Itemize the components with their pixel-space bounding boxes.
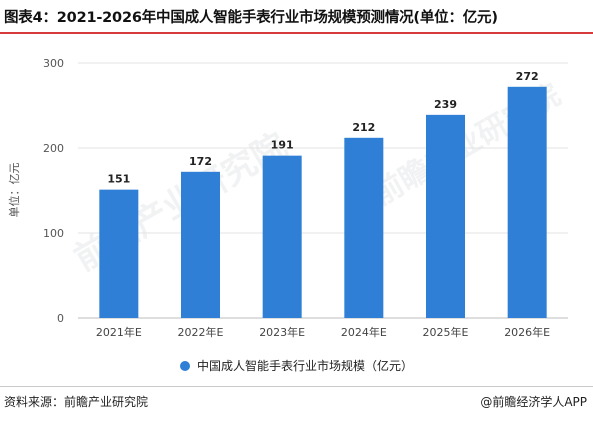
title-divider	[0, 32, 593, 34]
legend-marker	[179, 361, 190, 371]
chart-title: 图表4：2021-2026年中国成人智能手表行业市场规模预测情况(单位：亿元)	[4, 10, 498, 26]
x-tick-label: 2026年E	[504, 325, 550, 339]
data-label: 172	[189, 155, 212, 168]
data-label: 191	[271, 139, 294, 152]
bar	[99, 189, 139, 318]
y-tick-label: 100	[43, 227, 64, 240]
data-label: 212	[352, 121, 375, 134]
x-tick-label: 2023年E	[259, 325, 305, 339]
y-tick-label: 200	[43, 142, 64, 155]
data-label: 151	[107, 173, 130, 186]
legend-label: 中国成人智能手表行业市场规模（亿元）	[196, 359, 413, 373]
bar	[181, 171, 220, 318]
legend: 中国成人智能手表行业市场规模（亿元）	[0, 357, 593, 374]
bar	[344, 137, 384, 318]
x-tick-label: 2021年E	[96, 325, 142, 339]
bar-chart: 0 100 200 300 151 2021年E 172 2022年E 191 2023年E 212…	[43, 57, 568, 339]
bar	[507, 86, 547, 318]
y-tick-label: 300	[43, 57, 64, 70]
footer-divider	[0, 386, 593, 387]
y-tick-label: 0	[57, 312, 64, 325]
brand-credit: @前瞻经济学人APP	[480, 395, 587, 409]
bar	[262, 155, 302, 318]
source-note: 资料来源：前瞻产业研究院	[4, 395, 149, 409]
x-tick-label: 2024年E	[341, 325, 387, 339]
x-tick-label: 2025年E	[423, 325, 469, 339]
bar	[426, 114, 465, 318]
data-label: 272	[516, 70, 539, 83]
data-label: 239	[434, 98, 457, 111]
x-tick-label: 2022年E	[178, 325, 224, 339]
